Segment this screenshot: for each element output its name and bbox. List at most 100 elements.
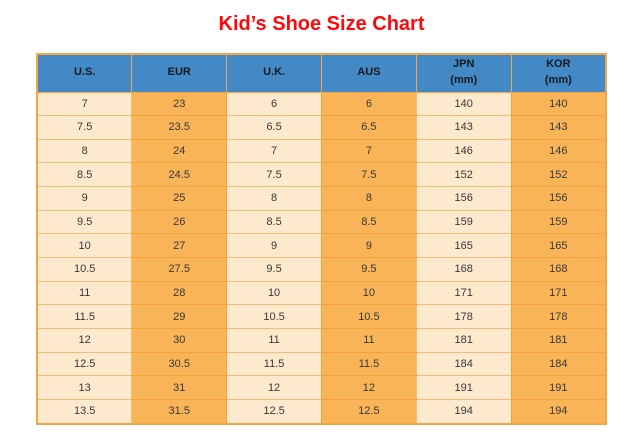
table-row: 9.5 26 8.5 8.5 159 159 bbox=[36, 209, 607, 235]
column-header-label: JPN bbox=[453, 58, 475, 71]
column-header-us: U.S. bbox=[36, 53, 133, 93]
cell-uk: 10.5 bbox=[226, 304, 322, 329]
table-header: U.S. EUR U.K. AUS JPN (mm) KOR (mm) bbox=[36, 53, 607, 93]
cell-us: 10.5 bbox=[36, 256, 133, 282]
cell-uk: 12 bbox=[226, 375, 322, 400]
cell-eur: 25 bbox=[131, 186, 228, 211]
column-header-sublabel: (mm) bbox=[544, 74, 572, 87]
cell-uk: 11 bbox=[226, 327, 322, 353]
cell-eur: 30.5 bbox=[131, 351, 228, 377]
cell-jpn: 184 bbox=[415, 351, 512, 377]
cell-eur: 23.5 bbox=[131, 115, 228, 140]
cell-jpn: 143 bbox=[415, 115, 512, 140]
cell-kor: 159 bbox=[510, 209, 607, 235]
cell-us: 7 bbox=[36, 91, 133, 117]
cell-jpn: 140 bbox=[415, 91, 512, 117]
cell-kor: 152 bbox=[510, 162, 607, 188]
cell-jpn: 152 bbox=[415, 162, 512, 188]
cell-aus: 8 bbox=[320, 186, 417, 211]
column-header-sublabel: (mm) bbox=[450, 74, 478, 87]
cell-kor: 181 bbox=[510, 327, 607, 353]
cell-jpn: 156 bbox=[415, 186, 512, 211]
cell-kor: 165 bbox=[510, 233, 607, 258]
table-header-row: U.S. EUR U.K. AUS JPN (mm) KOR (mm) bbox=[36, 53, 607, 93]
cell-eur: 24 bbox=[131, 138, 228, 164]
cell-uk: 8.5 bbox=[226, 209, 322, 235]
column-header-jpn: JPN (mm) bbox=[415, 53, 512, 93]
cell-us: 12.5 bbox=[36, 351, 133, 377]
column-header-label: KOR bbox=[546, 58, 571, 71]
cell-kor: 191 bbox=[510, 375, 607, 400]
cell-uk: 7 bbox=[226, 138, 322, 164]
cell-eur: 31 bbox=[131, 375, 228, 400]
table-row: 12.5 30.5 11.5 11.5 184 184 bbox=[36, 351, 607, 377]
table-row: 10.5 27.5 9.5 9.5 168 168 bbox=[36, 256, 607, 282]
table-row: 12 30 11 11 181 181 bbox=[36, 327, 607, 353]
table-body: 7 23 6 6 140 140 7.5 23.5 6.5 6.5 143 143 8 24 7 7 146 14… bbox=[36, 91, 607, 425]
cell-kor: 194 bbox=[510, 398, 607, 425]
cell-aus: 7 bbox=[320, 138, 417, 164]
cell-aus: 9 bbox=[320, 233, 417, 258]
column-header-eur: EUR bbox=[131, 53, 228, 93]
cell-uk: 8 bbox=[226, 186, 322, 211]
column-header-aus: AUS bbox=[320, 53, 417, 93]
cell-uk: 6 bbox=[226, 91, 322, 117]
column-header-kor: KOR (mm) bbox=[510, 53, 607, 93]
column-header-label: U.K. bbox=[263, 66, 286, 79]
cell-uk: 12.5 bbox=[226, 398, 322, 425]
table-row: 11.5 29 10.5 10.5 178 178 bbox=[36, 304, 607, 329]
cell-us: 7.5 bbox=[36, 115, 133, 140]
cell-eur: 29 bbox=[131, 304, 228, 329]
table-row: 7 23 6 6 140 140 bbox=[36, 91, 607, 117]
cell-kor: 143 bbox=[510, 115, 607, 140]
cell-us: 8 bbox=[36, 138, 133, 164]
table-row: 13.5 31.5 12.5 12.5 194 194 bbox=[36, 398, 607, 425]
cell-eur: 24.5 bbox=[131, 162, 228, 188]
table-row: 9 25 8 8 156 156 bbox=[36, 186, 607, 211]
cell-us: 11 bbox=[36, 280, 133, 306]
column-header-label: AUS bbox=[357, 66, 381, 79]
cell-eur: 28 bbox=[131, 280, 228, 306]
column-header-label: EUR bbox=[167, 66, 191, 79]
cell-kor: 178 bbox=[510, 304, 607, 329]
cell-aus: 8.5 bbox=[320, 209, 417, 235]
cell-us: 10 bbox=[36, 233, 133, 258]
cell-kor: 156 bbox=[510, 186, 607, 211]
cell-eur: 27.5 bbox=[131, 256, 228, 282]
cell-uk: 10 bbox=[226, 280, 322, 306]
cell-jpn: 165 bbox=[415, 233, 512, 258]
table-row: 13 31 12 12 191 191 bbox=[36, 375, 607, 400]
cell-us: 8.5 bbox=[36, 162, 133, 188]
table-row: 8.5 24.5 7.5 7.5 152 152 bbox=[36, 162, 607, 188]
cell-kor: 184 bbox=[510, 351, 607, 377]
cell-us: 12 bbox=[36, 327, 133, 353]
table-row: 10 27 9 9 165 165 bbox=[36, 233, 607, 258]
cell-kor: 168 bbox=[510, 256, 607, 282]
cell-us: 13.5 bbox=[36, 398, 133, 425]
cell-aus: 11 bbox=[320, 327, 417, 353]
page-title: Kid’s Shoe Size Chart bbox=[218, 13, 425, 35]
cell-jpn: 181 bbox=[415, 327, 512, 353]
cell-jpn: 194 bbox=[415, 398, 512, 425]
cell-jpn: 171 bbox=[415, 280, 512, 306]
cell-eur: 26 bbox=[131, 209, 228, 235]
cell-aus: 7.5 bbox=[320, 162, 417, 188]
cell-aus: 12 bbox=[320, 375, 417, 400]
cell-jpn: 146 bbox=[415, 138, 512, 164]
table-row: 8 24 7 7 146 146 bbox=[36, 138, 607, 164]
cell-kor: 140 bbox=[510, 91, 607, 117]
shoe-size-table: U.S. EUR U.K. AUS JPN (mm) KOR (mm) 7 23 6 6 140 140… bbox=[36, 53, 607, 425]
cell-eur: 27 bbox=[131, 233, 228, 258]
cell-uk: 7.5 bbox=[226, 162, 322, 188]
cell-uk: 9 bbox=[226, 233, 322, 258]
cell-kor: 146 bbox=[510, 138, 607, 164]
cell-aus: 11.5 bbox=[320, 351, 417, 377]
cell-kor: 171 bbox=[510, 280, 607, 306]
cell-jpn: 191 bbox=[415, 375, 512, 400]
cell-us: 9 bbox=[36, 186, 133, 211]
table-row: 11 28 10 10 171 171 bbox=[36, 280, 607, 306]
cell-eur: 30 bbox=[131, 327, 228, 353]
cell-aus: 12.5 bbox=[320, 398, 417, 425]
cell-aus: 10 bbox=[320, 280, 417, 306]
column-header-uk: U.K. bbox=[226, 53, 322, 93]
